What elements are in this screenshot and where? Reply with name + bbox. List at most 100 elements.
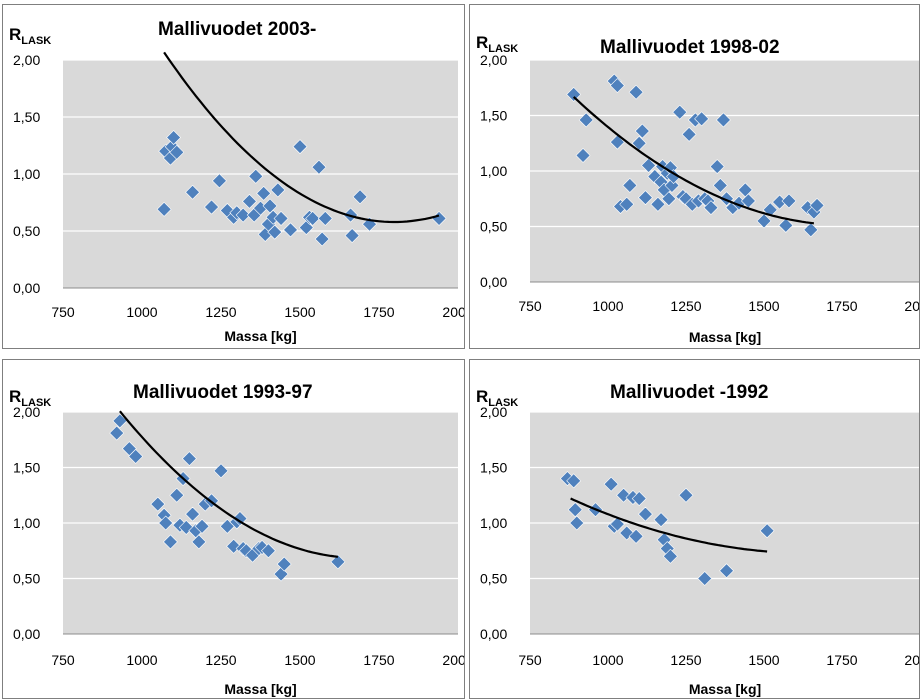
data-point (661, 191, 677, 207)
data-point (194, 518, 210, 534)
y-tick-label: 1,50 (13, 109, 40, 125)
data-point (169, 144, 185, 160)
data-point (628, 84, 644, 100)
chart-svg-2: 0,00 0,50 1,00 1,50 2,00 750 1000 1250 1500 1750 2… (476, 33, 920, 345)
data-point (681, 126, 697, 142)
x-tick-label: 1750 (363, 304, 394, 320)
chart-panel-2: 0,00 0,50 1,00 1,50 2,00 750 1000 1250 1500 1750 2… (469, 4, 920, 349)
data-point (619, 196, 635, 212)
data-point (273, 211, 289, 226)
data-point (566, 473, 582, 489)
data-point (603, 476, 619, 492)
x-tick-label: 1000 (126, 304, 157, 320)
data-point (809, 197, 825, 213)
chart-svg-1: 0,00 0,50 1,00 1,50 2,00 750 1000 1250 1500 1750 2… (9, 19, 465, 344)
data-point (703, 200, 719, 216)
x-tick-label: 1500 (284, 652, 315, 668)
trend-line (119, 410, 339, 558)
x-tick-label: 1500 (748, 652, 779, 668)
x-tick-label: 2000 (442, 652, 465, 668)
data-point (756, 213, 772, 229)
y-tick-label: 2,00 (480, 404, 507, 420)
data-point (283, 222, 298, 238)
chart-title: Mallivuodet 1993-97 (133, 382, 313, 403)
chart-title: Mallivuodet -1992 (610, 382, 768, 403)
data-point (569, 515, 585, 531)
x-tick-label: 1250 (670, 652, 701, 668)
trend-line (572, 96, 815, 225)
y-tick-label: 0,50 (13, 571, 40, 587)
data-point (622, 178, 638, 193)
chart-panel-4: 0,00 0,50 1,00 1,50 2,00 750 1000 1250 1500 1750 2… (469, 359, 920, 699)
data-point (638, 506, 653, 522)
data-point (578, 112, 594, 128)
x-tick-label: 1500 (748, 298, 779, 314)
data-point (314, 231, 330, 247)
data-point (305, 211, 321, 226)
data-point (256, 185, 272, 201)
x-tick-label: 1500 (284, 304, 315, 320)
x-tick-label: 1250 (205, 652, 236, 668)
data-point (634, 123, 650, 139)
data-point (628, 528, 644, 544)
y-axis-label: RLASK (9, 25, 51, 47)
data-point (166, 130, 182, 145)
data-point (650, 196, 666, 212)
trend-line (570, 497, 768, 553)
chart-title: Mallivuodet 1998-02 (600, 37, 780, 58)
x-tick-label: 1000 (592, 298, 623, 314)
x-axis-label: Massa [kg] (689, 329, 761, 345)
data-point (344, 228, 360, 243)
y-tick-label: 0,00 (13, 280, 40, 296)
data-point (662, 548, 678, 564)
data-point (716, 112, 731, 128)
data-point (609, 78, 625, 93)
data-point (276, 556, 292, 572)
data-point (609, 516, 625, 532)
chart-svg-4: 0,00 0,50 1,00 1,50 2,00 750 1000 1250 1500 1750 2… (476, 382, 919, 697)
y-axis-label: RLASK (9, 387, 51, 409)
x-tick-label: 2000 (904, 298, 920, 314)
y-tick-label: 0,50 (13, 223, 40, 239)
data-point (311, 159, 327, 175)
data-point (185, 506, 200, 522)
data-point (352, 189, 368, 205)
data-point (232, 511, 248, 526)
data-point (781, 193, 797, 209)
y-tick-label: 2,00 (13, 404, 40, 420)
data-point (641, 158, 656, 173)
x-axis-label: Massa [kg] (689, 681, 761, 697)
data-point (759, 523, 775, 539)
data-point (163, 534, 178, 550)
data-point (678, 487, 694, 503)
data-point (317, 211, 333, 226)
data-point (638, 190, 653, 206)
x-tick-label: 2000 (442, 304, 465, 320)
y-axis-label: RLASK (476, 33, 518, 55)
chart-panel-3: 0,00 0,50 1,00 1,50 2,00 750 1000 1250 1500 1750 2… (2, 359, 465, 699)
data-point (267, 224, 283, 240)
data-point (185, 184, 200, 200)
y-tick-label: 0,00 (480, 274, 507, 290)
y-tick-label: 2,00 (480, 52, 507, 68)
y-tick-label: 1,50 (480, 108, 507, 124)
y-tick-label: 1,50 (480, 460, 507, 476)
data-point (803, 222, 819, 238)
data-point (631, 491, 647, 507)
trend-line (163, 51, 440, 224)
y-axis-label: RLASK (476, 387, 518, 409)
y-tick-label: 1,50 (13, 460, 40, 476)
x-tick-label: 1750 (826, 652, 857, 668)
y-tick-label: 0,00 (480, 626, 507, 642)
y-tick-label: 2,00 (13, 52, 40, 68)
y-tick-label: 0,50 (480, 219, 507, 235)
data-point (128, 448, 144, 464)
data-point (653, 512, 669, 528)
data-point (191, 534, 207, 550)
data-point (169, 487, 185, 503)
data-point (109, 425, 125, 441)
y-tick-label: 1,00 (480, 163, 507, 179)
data-point (709, 159, 725, 174)
data-point (567, 502, 583, 518)
x-axis-label: Massa [kg] (224, 681, 296, 697)
